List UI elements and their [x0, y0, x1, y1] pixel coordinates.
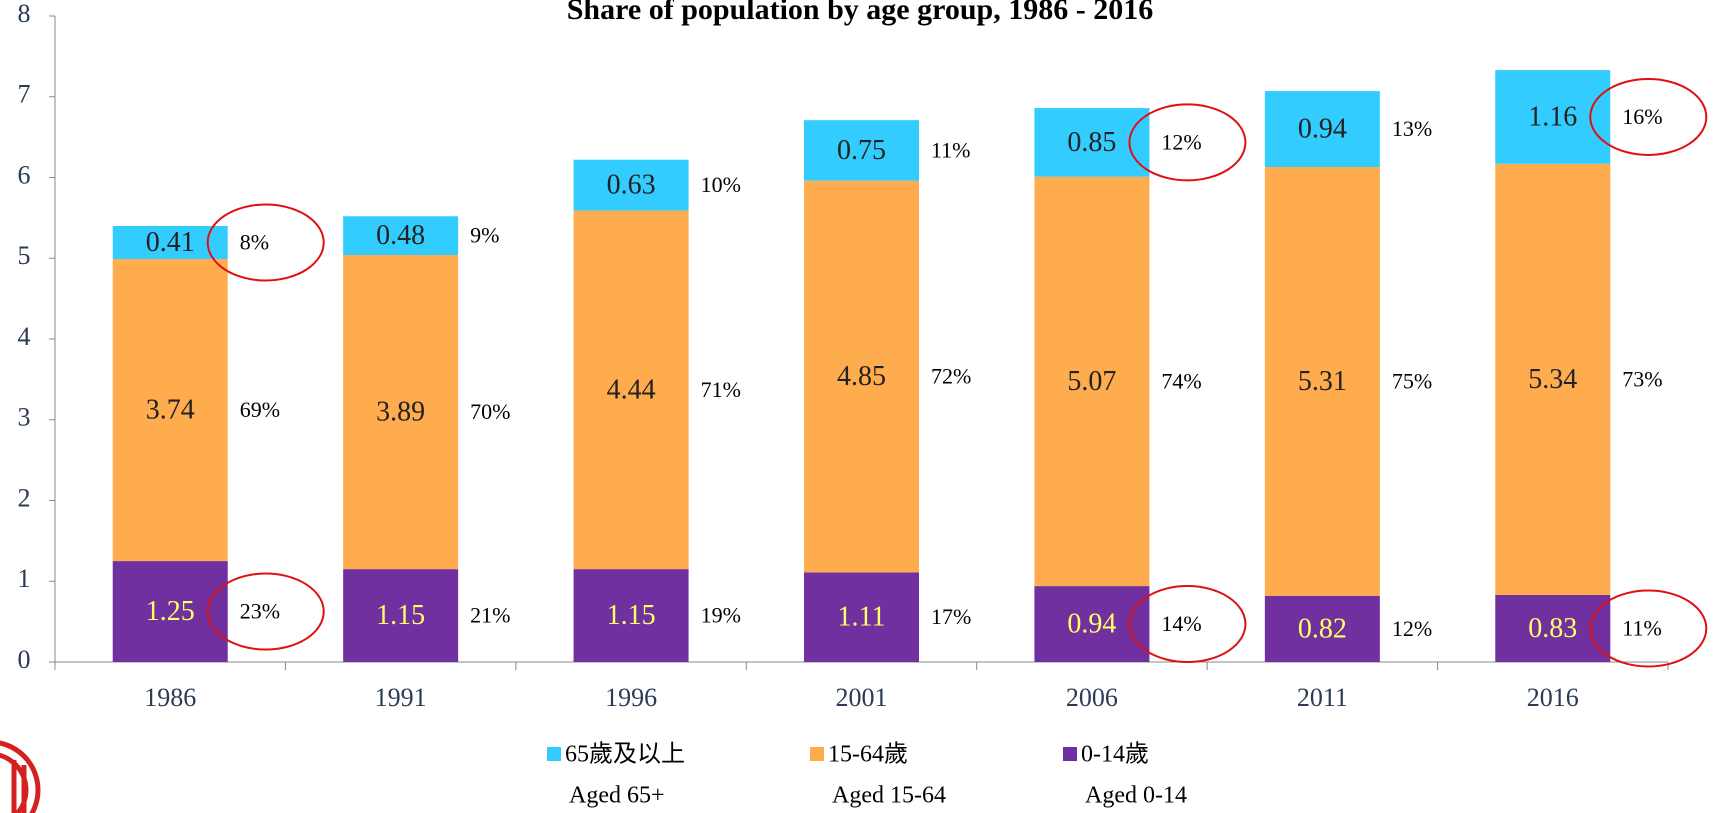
- y-tick-label: 3: [18, 403, 31, 432]
- share-label: 11%: [931, 137, 971, 162]
- bar-segment: [1034, 176, 1150, 587]
- value-label: 1.15: [607, 600, 656, 631]
- x-tick-label: 2016: [1527, 683, 1579, 712]
- value-label: 0.63: [607, 170, 656, 201]
- share-label: 21%: [470, 603, 510, 628]
- bar-segment: [1264, 91, 1380, 168]
- legend-label-en: Aged 15-64: [832, 783, 946, 809]
- share-label: 12%: [1392, 616, 1432, 641]
- bar-segment: [573, 159, 689, 211]
- y-tick-label: 8: [18, 0, 31, 28]
- highlight-circle: [1589, 589, 1708, 668]
- share-label: 10%: [701, 172, 741, 197]
- share-label: 69%: [240, 397, 280, 422]
- legend-label: 65歲及以上: [565, 741, 685, 768]
- bar-segment: [804, 180, 919, 573]
- y-tick-label: 4: [18, 322, 31, 351]
- value-label: 5.31: [1298, 366, 1347, 397]
- y-tick-label: 0: [18, 645, 31, 674]
- value-label: 0.85: [1067, 127, 1116, 158]
- legend-swatch: [547, 747, 561, 761]
- y-tick-label: 5: [18, 241, 31, 270]
- value-label: 1.25: [146, 596, 195, 627]
- share-label: 70%: [470, 399, 510, 424]
- value-label: 4.85: [837, 361, 886, 392]
- legend-label: 0-14歲: [1081, 741, 1149, 768]
- value-label: 1.15: [376, 600, 425, 631]
- legend-label: 15-64歲: [828, 741, 908, 768]
- value-label: 0.83: [1528, 613, 1577, 644]
- share-label: 74%: [1161, 368, 1201, 393]
- share-label: 12%: [1161, 129, 1201, 154]
- share-label: 73%: [1622, 366, 1662, 391]
- share-label: 13%: [1392, 116, 1432, 141]
- value-label: 4.44: [607, 374, 656, 405]
- x-tick-label: 2006: [1066, 683, 1118, 712]
- y-tick-label: 1: [18, 564, 31, 593]
- value-label: 1.11: [838, 602, 886, 633]
- value-label: 5.34: [1528, 364, 1577, 395]
- share-label: 9%: [470, 223, 499, 248]
- chart-title: Share of population by age group, 1986 -…: [567, 0, 1153, 26]
- share-label: 17%: [931, 604, 971, 629]
- bar-segment: [343, 216, 459, 256]
- highlight-circle: [206, 203, 325, 282]
- x-tick-label: 1996: [605, 683, 657, 712]
- value-label: 0.94: [1067, 608, 1116, 639]
- share-label: 14%: [1161, 611, 1201, 636]
- bar-segment: [804, 572, 919, 662]
- value-label: 0.48: [376, 220, 425, 251]
- highlight-circle: [1128, 103, 1247, 182]
- share-label: 11%: [1622, 616, 1662, 641]
- legend-swatch: [1063, 747, 1077, 761]
- y-tick-label: 2: [18, 483, 31, 512]
- value-label: 5.07: [1067, 366, 1116, 397]
- value-label: 3.89: [376, 397, 425, 428]
- bar-segment: [1495, 163, 1611, 595]
- share-label: 71%: [701, 377, 741, 402]
- y-tick-label: 7: [18, 80, 31, 109]
- x-tick-label: 2011: [1297, 683, 1348, 712]
- share-label: 8%: [240, 230, 269, 255]
- bar-segment: [804, 120, 919, 181]
- value-label: 0.75: [837, 135, 886, 166]
- legend-label-en: Aged 65+: [569, 783, 665, 809]
- share-label: 23%: [240, 599, 280, 624]
- value-label: 3.74: [146, 394, 195, 425]
- share-label: 72%: [931, 364, 971, 389]
- bar-segment: [573, 210, 689, 570]
- logo: [0, 740, 41, 813]
- bar-segment: [1264, 595, 1380, 662]
- bar-segment: [343, 255, 459, 570]
- share-label: 75%: [1392, 368, 1432, 393]
- legend-swatch: [810, 747, 824, 761]
- share-label: 16%: [1622, 104, 1662, 129]
- x-tick-label: 1991: [375, 683, 427, 712]
- bar-segment: [343, 569, 459, 662]
- bar-segment: [112, 259, 228, 562]
- bar-segment: [1264, 167, 1380, 596]
- highlight-circle: [206, 572, 325, 651]
- x-tick-label: 1986: [144, 683, 196, 712]
- x-tick-label: 2001: [836, 683, 888, 712]
- value-label: 0.94: [1298, 113, 1347, 144]
- value-label: 0.82: [1298, 613, 1347, 644]
- y-tick-label: 6: [18, 160, 31, 189]
- highlight-circle: [1128, 585, 1247, 664]
- highlight-circle: [1589, 77, 1708, 156]
- share-label: 19%: [701, 603, 741, 628]
- legend-label-en: Aged 0-14: [1085, 783, 1187, 809]
- bar-segment: [573, 569, 689, 662]
- value-label: 0.41: [146, 227, 195, 258]
- value-label: 1.16: [1528, 101, 1577, 132]
